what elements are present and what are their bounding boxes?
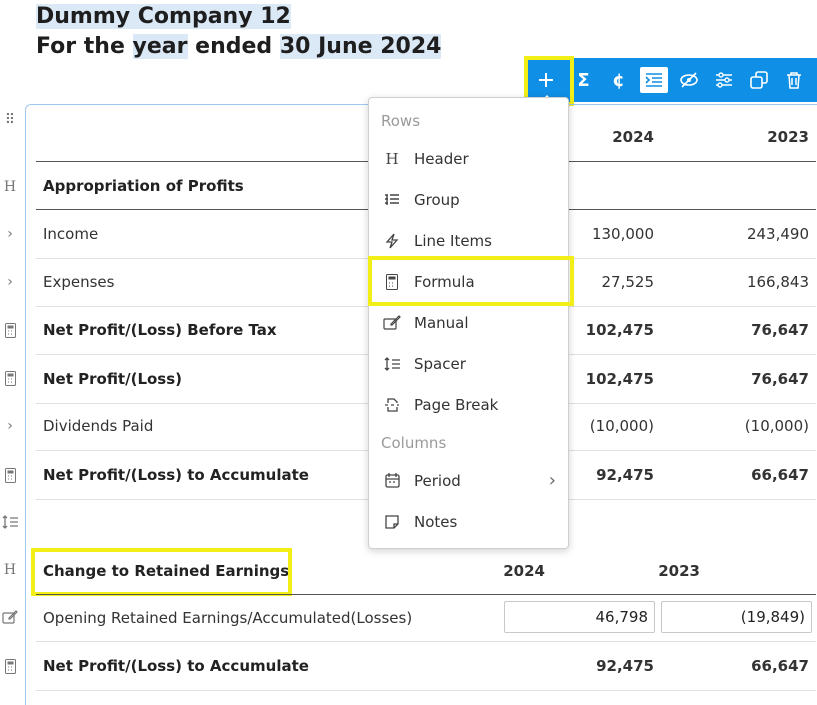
calculator-icon	[2, 368, 18, 388]
menu-item-group[interactable]: Group	[369, 179, 568, 220]
row-label[interactable]: Net Profit/(Loss)	[43, 370, 183, 388]
formula-item-highlight	[368, 256, 574, 306]
cell-2023[interactable]: 243,490	[746, 225, 809, 243]
add-row-button[interactable]	[525, 58, 566, 102]
section-title[interactable]: Change to Retained Earnings	[43, 562, 290, 580]
section-title-highlight	[31, 548, 292, 596]
row-label[interactable]: Net Profit/(Loss) to Accumulate	[43, 657, 309, 675]
calculator-icon	[2, 320, 18, 340]
company-title: Dummy Company 12	[36, 4, 291, 29]
group-icon	[382, 190, 402, 210]
sigma-icon: Σ	[577, 69, 590, 91]
row-label[interactable]: Expenses	[43, 273, 115, 291]
cell-2024[interactable]: 102,475	[585, 321, 654, 339]
manual-edit-icon	[2, 607, 18, 627]
cell-2023[interactable]: 66,647	[751, 657, 809, 675]
hide-button[interactable]	[671, 58, 706, 102]
currency-button[interactable]: ¢	[601, 58, 636, 102]
menu-item-formula[interactable]: Formula	[369, 261, 568, 302]
header-row-icon: H	[3, 562, 17, 578]
settings-button[interactable]	[706, 58, 741, 102]
chevron-right-icon[interactable]: ›	[7, 226, 13, 242]
spacer-icon	[382, 354, 402, 374]
menu-item-period[interactable]: Period ›	[369, 460, 568, 501]
duplicate-icon	[749, 71, 768, 89]
menu-item-header[interactable]: H Header	[369, 138, 568, 179]
indent-button[interactable]	[636, 58, 671, 102]
row-label[interactable]: Net Profit/(Loss) Before Tax	[43, 321, 277, 339]
page-break-icon	[382, 395, 402, 415]
cell-input-2024[interactable]: 46,798	[504, 601, 655, 633]
menu-item-notes[interactable]: Notes	[369, 501, 568, 542]
sum-button[interactable]: Σ	[566, 58, 601, 102]
row-label[interactable]: Opening Retained Earnings/Accumulated(Lo…	[43, 609, 413, 627]
chevron-right-icon: ›	[548, 470, 556, 491]
cell-2024[interactable]: 130,000	[591, 225, 654, 243]
menu-section-rows: Rows	[381, 112, 421, 130]
cell-2023[interactable]: 66,647	[751, 466, 809, 484]
duplicate-button[interactable]	[741, 58, 776, 102]
delete-button[interactable]	[776, 58, 811, 102]
column-header-2024: 2024	[612, 128, 654, 146]
row-divider	[36, 641, 816, 642]
cell-2023[interactable]: 76,647	[751, 370, 809, 388]
drag-handle-icon[interactable]: ⠿	[4, 112, 16, 128]
header-icon: H	[385, 149, 399, 168]
cell-2023[interactable]: (10,000)	[744, 417, 809, 435]
trash-icon	[786, 72, 801, 89]
menu-section-columns: Columns	[381, 434, 447, 452]
cell-2023[interactable]: 166,843	[746, 273, 809, 291]
menu-item-manual[interactable]: Manual	[369, 302, 568, 343]
add-icon	[538, 73, 553, 87]
menu-item-line-items[interactable]: Line Items	[369, 220, 568, 261]
cell-2024[interactable]: 27,525	[601, 273, 655, 291]
menu-item-spacer[interactable]: Spacer	[369, 343, 568, 384]
row-label[interactable]: Dividends Paid	[43, 417, 154, 435]
cell-2024[interactable]: (10,000)	[589, 417, 654, 435]
calculator-icon	[2, 656, 18, 676]
indent-icon	[639, 67, 668, 93]
calendar-icon	[382, 471, 402, 491]
header-row-icon: H	[3, 179, 17, 195]
column-header-2023: 2023	[658, 562, 700, 580]
cell-input-2023[interactable]: (19,849)	[661, 601, 812, 633]
hide-icon	[679, 72, 698, 88]
row-label[interactable]: Income	[43, 225, 99, 243]
add-row-menu: Rows H Header Group Line Items Formula M…	[368, 97, 569, 549]
column-header-2024: 2024	[503, 562, 545, 580]
chevron-right-icon[interactable]: ›	[7, 274, 13, 290]
settings-sliders-icon	[715, 72, 732, 88]
lightning-icon	[382, 231, 402, 251]
period-subtitle: For the year ended 30 June 2024	[36, 34, 442, 59]
cell-2024[interactable]: 92,475	[596, 466, 654, 484]
calculator-icon	[2, 465, 18, 485]
row-label[interactable]: Net Profit/(Loss) to Accumulate	[43, 466, 309, 484]
menu-item-page-break[interactable]: Page Break	[369, 384, 568, 425]
cell-2024[interactable]: 92,475	[596, 657, 654, 675]
cell-2023[interactable]: 76,647	[751, 321, 809, 339]
row-divider	[36, 690, 816, 691]
header-divider	[36, 594, 816, 595]
column-header-2023: 2023	[767, 128, 809, 146]
note-icon	[382, 512, 402, 532]
manual-edit-icon	[382, 313, 402, 333]
spacer-icon	[2, 512, 18, 532]
chevron-right-icon[interactable]: ›	[7, 418, 13, 434]
currency-icon: ¢	[612, 69, 625, 91]
cell-2024[interactable]: 102,475	[585, 370, 654, 388]
calculator-icon	[382, 272, 402, 292]
row-label[interactable]: Appropriation of Profits	[43, 177, 244, 195]
